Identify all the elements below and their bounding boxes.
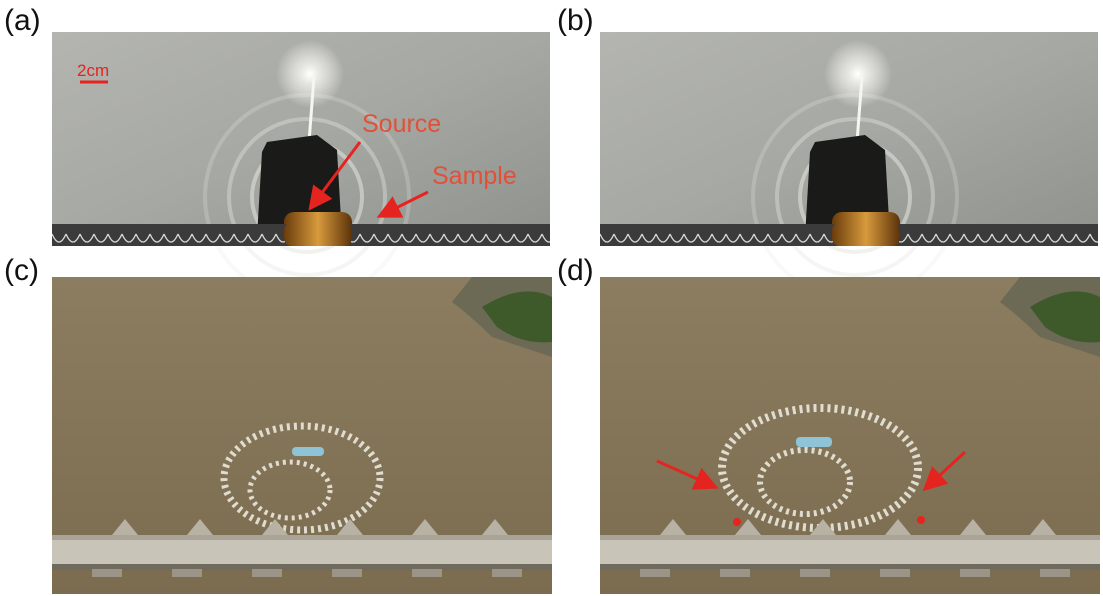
photo (600, 32, 1098, 299)
boat (292, 447, 324, 456)
marker (917, 516, 925, 524)
panel-label: (d) (557, 254, 594, 287)
figure: (a) 2cm Source Sample (b) (c) (d) (0, 0, 1103, 596)
boat (796, 437, 832, 447)
marker (733, 518, 741, 526)
panel-label: (a) (4, 4, 41, 37)
scale-label: 2cm (77, 61, 109, 80)
panel-label: (b) (557, 4, 594, 37)
annotation: Sample (432, 162, 517, 190)
annotation: Source (362, 110, 441, 138)
panel-label: (c) (4, 254, 39, 287)
